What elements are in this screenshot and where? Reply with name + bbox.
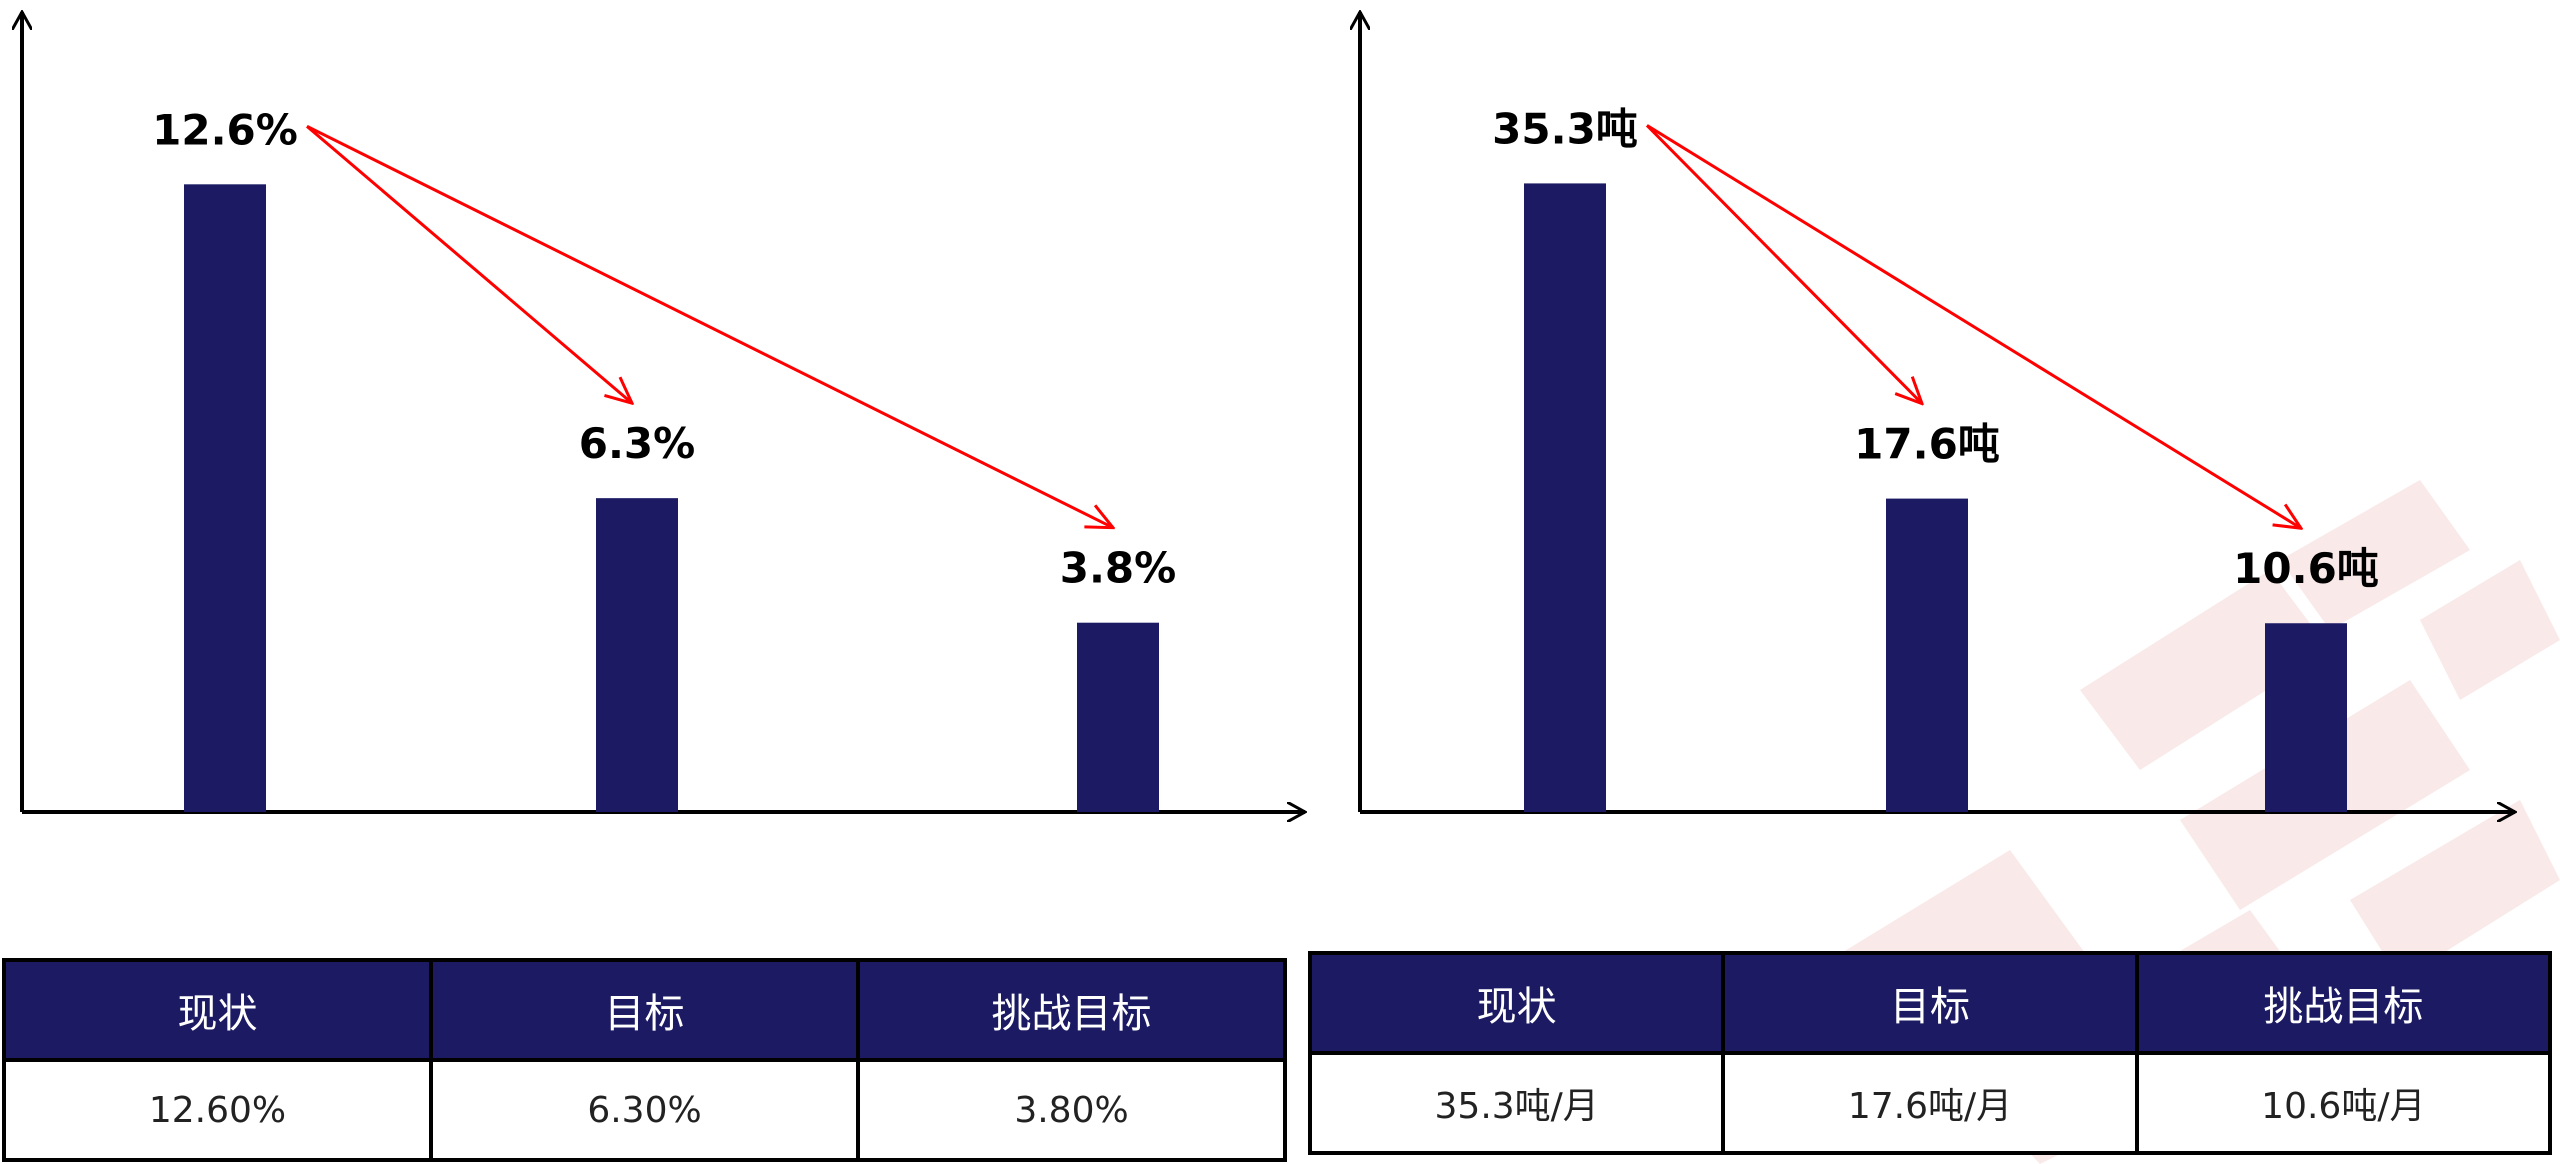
table-row: 35.3吨/月 17.6吨/月 10.6吨/月 [1307, 1051, 2553, 1155]
table-cell: 10.6吨/月 [2134, 1051, 2553, 1155]
table-header: 挑战目标 [856, 958, 1287, 1062]
bar-1 [1524, 183, 1606, 812]
table-cell: 17.6吨/月 [1721, 1051, 2139, 1155]
data-label-2: 17.6吨 [1854, 420, 2000, 469]
table-cell: 6.30% [429, 1058, 860, 1162]
table-header: 目标 [429, 958, 860, 1062]
bar-2 [596, 498, 678, 812]
bar-2 [1886, 498, 1968, 812]
data-label-1: 12.6% [152, 105, 298, 154]
trend-arrow-1 [1645, 124, 1922, 403]
trend-arrow-2 [306, 124, 1113, 527]
table-header: 挑战目标 [2134, 951, 2553, 1055]
summary-table-defect-rate: 现状 目标 挑战目标 12.60% 6.30% 3.80% [2, 958, 1287, 1162]
table-cell: 35.3吨/月 [1307, 1051, 1726, 1155]
bar-3 [1077, 622, 1159, 812]
bar-3 [2265, 623, 2347, 812]
table-header-row: 现状 目标 挑战目标 [2, 958, 1287, 1062]
table-cell: 3.80% [856, 1058, 1287, 1162]
trend-arrow-1 [306, 125, 632, 403]
table-header: 目标 [1721, 951, 2139, 1055]
table-header: 现状 [2, 958, 433, 1062]
data-label-3: 3.8% [1060, 544, 1176, 593]
table-row: 12.60% 6.30% 3.80% [2, 1058, 1287, 1162]
trend-arrow-2 [1646, 124, 2301, 528]
data-label-3: 10.6吨 [2233, 544, 2379, 593]
data-label-1: 35.3吨 [1492, 104, 1638, 153]
summary-table-waste-tonnage: 现状 目标 挑战目标 35.3吨/月 17.6吨/月 10.6吨/月 [1307, 951, 2553, 1155]
table-header: 现状 [1307, 951, 1726, 1055]
chart-waste-tonnage: 35.3吨 17.6吨 10.6吨 [1345, 0, 2560, 840]
chart-defect-rate: 12.6% 6.3% 3.8% [0, 0, 1320, 840]
table-header-row: 现状 目标 挑战目标 [1307, 951, 2553, 1055]
data-label-2: 6.3% [579, 419, 695, 468]
table-cell: 12.60% [2, 1058, 433, 1162]
bar-1 [184, 184, 266, 812]
